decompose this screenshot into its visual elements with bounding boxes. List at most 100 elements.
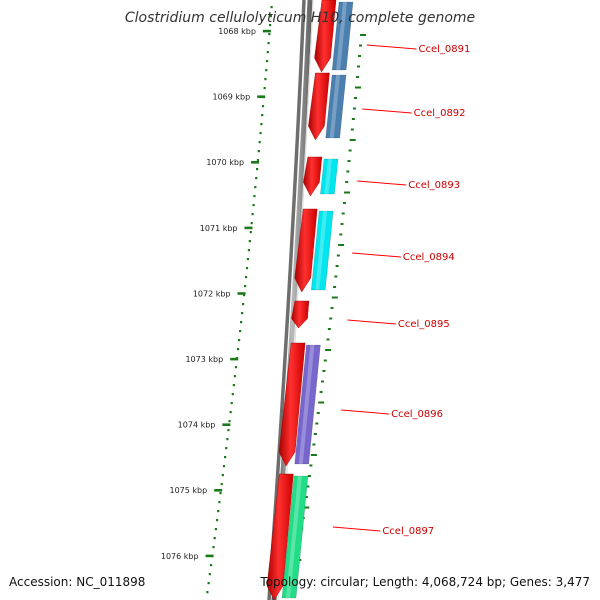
cds-arrow[interactable] [291, 300, 310, 329]
minor-tick [264, 78, 267, 81]
cog-block [310, 210, 334, 291]
major-tick [262, 29, 271, 33]
cog-block [281, 475, 309, 599]
outer-tick [329, 317, 333, 320]
gene-Ccel_0896[interactable]: Ccel_0896 [278, 342, 443, 467]
cds-arrow[interactable] [314, 0, 337, 73]
outer-tick [350, 128, 354, 131]
gene-label[interactable]: Ccel_0892 [414, 108, 466, 119]
tick-label: 1072 kbp [193, 289, 231, 298]
minor-tick [238, 330, 242, 333]
outer-tick [346, 170, 350, 173]
outer-tick [339, 233, 343, 236]
outer-tick [318, 401, 325, 404]
minor-tick [214, 528, 217, 531]
outer-tick [315, 422, 319, 425]
minor-tick [234, 366, 238, 369]
minor-tick [206, 591, 209, 594]
gene-label[interactable]: Ccel_0891 [418, 44, 470, 55]
cds-arrow[interactable] [303, 156, 323, 197]
cog-block-shine [336, 2, 347, 70]
outer-tick [325, 349, 332, 351]
gene-label[interactable]: Ccel_0893 [408, 180, 460, 191]
cog-block [294, 344, 321, 465]
minor-tick [247, 249, 251, 252]
major-tick [237, 292, 246, 295]
minor-tick [260, 123, 263, 126]
minor-tick [218, 501, 221, 504]
outer-tick [304, 496, 308, 498]
gene-label[interactable]: Ccel_0895 [398, 319, 450, 330]
gene-label[interactable]: Ccel_0897 [382, 526, 434, 537]
cds-arrow[interactable] [278, 342, 306, 467]
cds-arrow[interactable] [308, 72, 330, 141]
outer-tick [353, 97, 357, 99]
minor-tick [230, 402, 233, 405]
cog-block [331, 1, 354, 71]
minor-tick [256, 159, 260, 162]
gene-Ccel_0892[interactable]: Ccel_0892 [308, 72, 466, 141]
minor-tick [257, 150, 260, 153]
tick-label: 1075 kbp [169, 486, 207, 495]
minor-tick [217, 510, 220, 513]
minor-tick [261, 114, 264, 117]
tick-label: 1074 kbp [178, 421, 216, 430]
outer-tick [359, 44, 363, 47]
gene-Ccel_0895[interactable]: Ccel_0895 [291, 300, 450, 330]
minor-tick [233, 375, 237, 378]
label-leader [366, 44, 417, 50]
cog-block-shine [329, 75, 341, 138]
tick-label: 1071 kbp [200, 224, 238, 233]
gene-Ccel_0897[interactable]: Ccel_0897 [266, 473, 434, 600]
minor-tick [246, 258, 250, 261]
cds-arrow[interactable] [294, 208, 318, 293]
minor-tick [263, 87, 266, 90]
gene-Ccel_0891[interactable]: Ccel_0891 [314, 0, 471, 73]
minor-tick [239, 321, 243, 324]
minor-tick [212, 546, 215, 549]
outer-tick [313, 433, 317, 435]
minor-tick [249, 231, 252, 234]
outer-tick [303, 506, 310, 509]
major-tick [214, 489, 223, 492]
minor-tick [207, 582, 210, 585]
outer-tick [322, 370, 326, 372]
gene-label[interactable]: Ccel_0896 [391, 409, 443, 420]
minor-tick [269, 15, 272, 18]
outer-tick [316, 412, 320, 414]
minor-tick [209, 564, 213, 567]
outer-tick [333, 286, 337, 288]
minor-tick [225, 447, 228, 450]
gene-label[interactable]: Ccel_0894 [403, 252, 455, 263]
outer-tick [310, 454, 317, 456]
outer-tick [340, 223, 344, 225]
minor-tick [267, 42, 270, 45]
outer-tick [327, 328, 331, 330]
minor-tick [243, 285, 247, 288]
cog-block-shine [286, 476, 302, 598]
minor-tick [237, 339, 241, 342]
tick-label: 1068 kbp [218, 27, 256, 36]
major-tick [205, 554, 214, 558]
map-title: Clostridium cellulolyticum H10, complete… [124, 10, 476, 26]
tick-label: 1070 kbp [206, 158, 244, 167]
tick-label: 1073 kbp [185, 355, 223, 364]
minor-tick [245, 267, 249, 270]
outer-tick [330, 307, 334, 309]
minor-tick [227, 429, 230, 432]
minor-tick [253, 195, 256, 198]
minor-tick [222, 465, 226, 468]
minor-tick [250, 222, 253, 225]
cds-arrow[interactable] [266, 473, 294, 600]
minor-tick [244, 276, 248, 279]
outer-tick [307, 475, 311, 477]
major-tick [230, 357, 239, 361]
outer-tick [344, 191, 351, 194]
minor-tick [208, 573, 211, 576]
gene-Ccel_0893[interactable]: Ccel_0893 [303, 156, 460, 197]
major-tick [257, 95, 266, 98]
gene-Ccel_0894[interactable]: Ccel_0894 [294, 208, 455, 293]
outer-tick [341, 212, 345, 215]
